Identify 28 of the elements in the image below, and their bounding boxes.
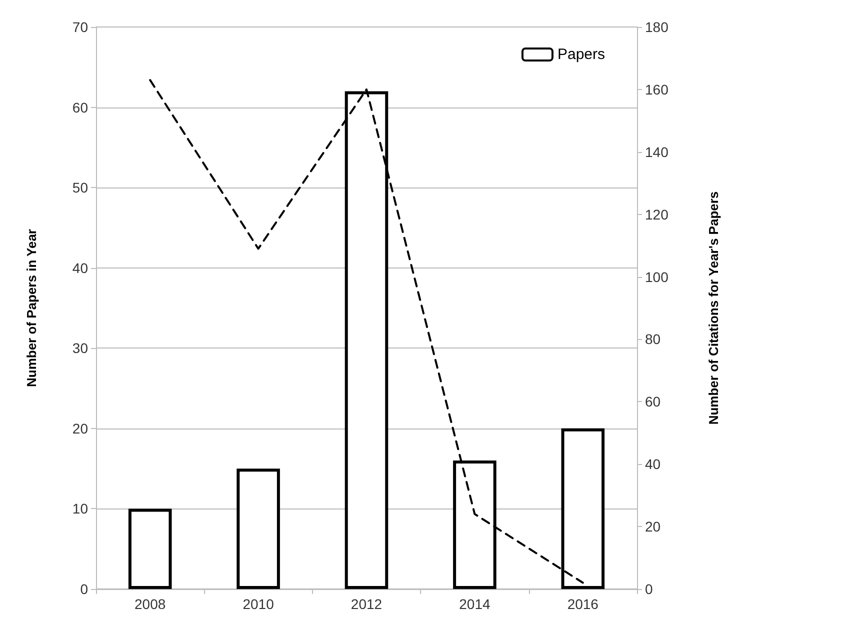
y2-tick-label: 60 xyxy=(645,394,661,410)
x-tick-label: 2012 xyxy=(350,596,382,612)
y2-tick-label: 160 xyxy=(645,81,669,98)
y2-tick-label: 120 xyxy=(645,206,669,222)
y-tick-label: 50 xyxy=(72,180,88,196)
y-tick-label: 40 xyxy=(72,260,88,276)
y-tick-label: 20 xyxy=(72,420,88,436)
y2-tick-label: 20 xyxy=(645,518,661,535)
y2-tick-label: 80 xyxy=(645,331,661,348)
y2-tick-label: 0 xyxy=(645,581,653,597)
legend-label: Papers xyxy=(557,46,606,63)
y-axis-title: Number of Papers in Year xyxy=(24,229,39,387)
y-tick-label: 70 xyxy=(72,19,88,35)
bar xyxy=(128,508,172,589)
x-tick-label: 2008 xyxy=(134,596,166,612)
y-tick-label: 30 xyxy=(72,340,88,356)
y2-tick-label: 40 xyxy=(645,456,661,472)
y-tick-label: 0 xyxy=(80,581,88,597)
y2-tick-label: 100 xyxy=(645,268,669,285)
y2-tick-label: 140 xyxy=(645,144,669,160)
y-tick-label: 60 xyxy=(72,99,88,116)
y-tick-label: 10 xyxy=(72,500,88,517)
x-tick-label: 2014 xyxy=(459,596,490,612)
y2-axis-title: Number of Citations for Year's Papers xyxy=(706,191,721,425)
y2-tick-label: 180 xyxy=(645,19,669,35)
bar xyxy=(236,468,280,589)
x-tick-label: 2016 xyxy=(567,596,599,612)
x-tick-label: 2010 xyxy=(242,596,274,612)
